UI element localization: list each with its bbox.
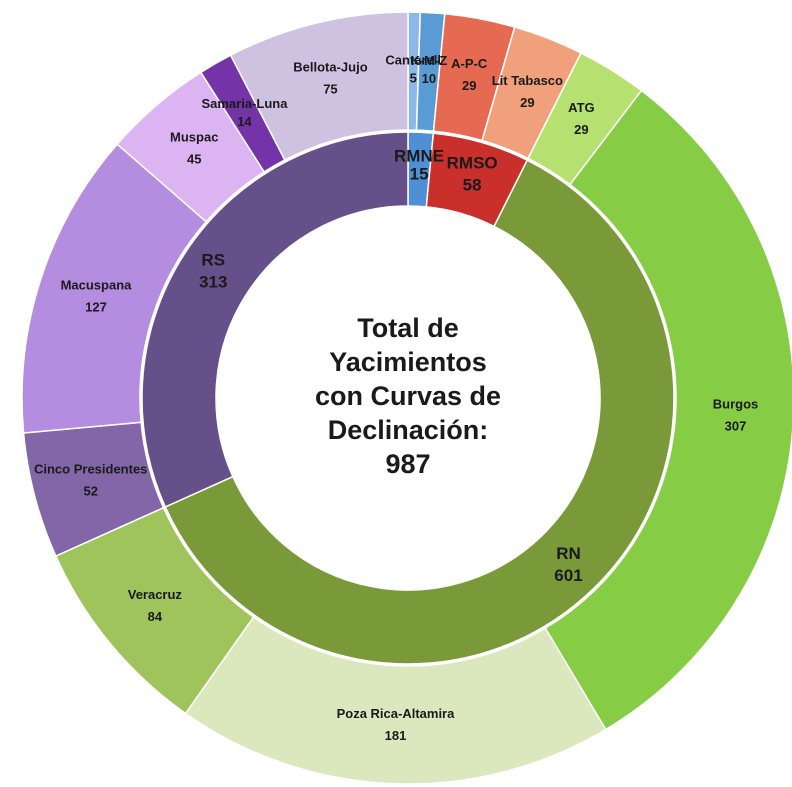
center-text: Total de [357, 313, 459, 343]
outer-label: Veracruz [128, 587, 183, 602]
center-text: Declinación: [328, 415, 489, 445]
outer-label: K-M-Z [410, 53, 447, 68]
outer-label: Lit Tabasco [492, 73, 563, 88]
outer-segment [229, 11, 409, 161]
outer-value: 14 [237, 114, 252, 129]
outer-value: 52 [83, 484, 97, 499]
inner-segment [164, 159, 675, 665]
center-text: con Curvas de [315, 381, 501, 411]
outer-label: ATG [568, 100, 594, 115]
outer-label: Cantarell [385, 52, 441, 67]
inner-value: 15 [410, 165, 429, 184]
center-total: 987 [385, 449, 430, 479]
outer-value: 84 [148, 609, 163, 624]
outer-label: A-P-C [451, 56, 488, 71]
inner-segment [141, 131, 409, 508]
inner-value: 313 [199, 272, 227, 291]
outer-label: Cinco Presidentes [34, 462, 147, 477]
outer-value: 45 [187, 152, 201, 167]
outer-label: Bellota-Jujo [293, 60, 367, 75]
outer-label: Macuspana [61, 277, 133, 292]
outer-segment [184, 615, 607, 785]
inner-value: 58 [463, 176, 482, 195]
center-text: Yacimientos [329, 347, 487, 377]
outer-label: Samaria-Luna [201, 96, 288, 111]
center-circle [218, 208, 598, 588]
outer-value: 29 [520, 95, 534, 110]
outer-value: 181 [385, 728, 407, 743]
outer-label: Burgos [713, 397, 759, 412]
outer-value: 127 [85, 299, 107, 314]
outer-value: 10 [422, 71, 436, 86]
outer-label: Muspac [170, 130, 218, 145]
outer-label: Poza Rica-Altamira [337, 706, 456, 721]
outer-value: 5 [410, 70, 417, 85]
outer-value: 75 [323, 82, 337, 97]
outer-value: 29 [462, 78, 476, 93]
inner-value: 601 [554, 566, 582, 585]
inner-label: RMNE [394, 147, 444, 166]
outer-segment [544, 89, 792, 731]
inner-label: RN [556, 544, 581, 563]
outer-value: 307 [725, 419, 747, 434]
inner-label: RS [201, 250, 225, 269]
inner-label: RMSO [447, 154, 498, 173]
outer-value: 29 [574, 122, 588, 137]
